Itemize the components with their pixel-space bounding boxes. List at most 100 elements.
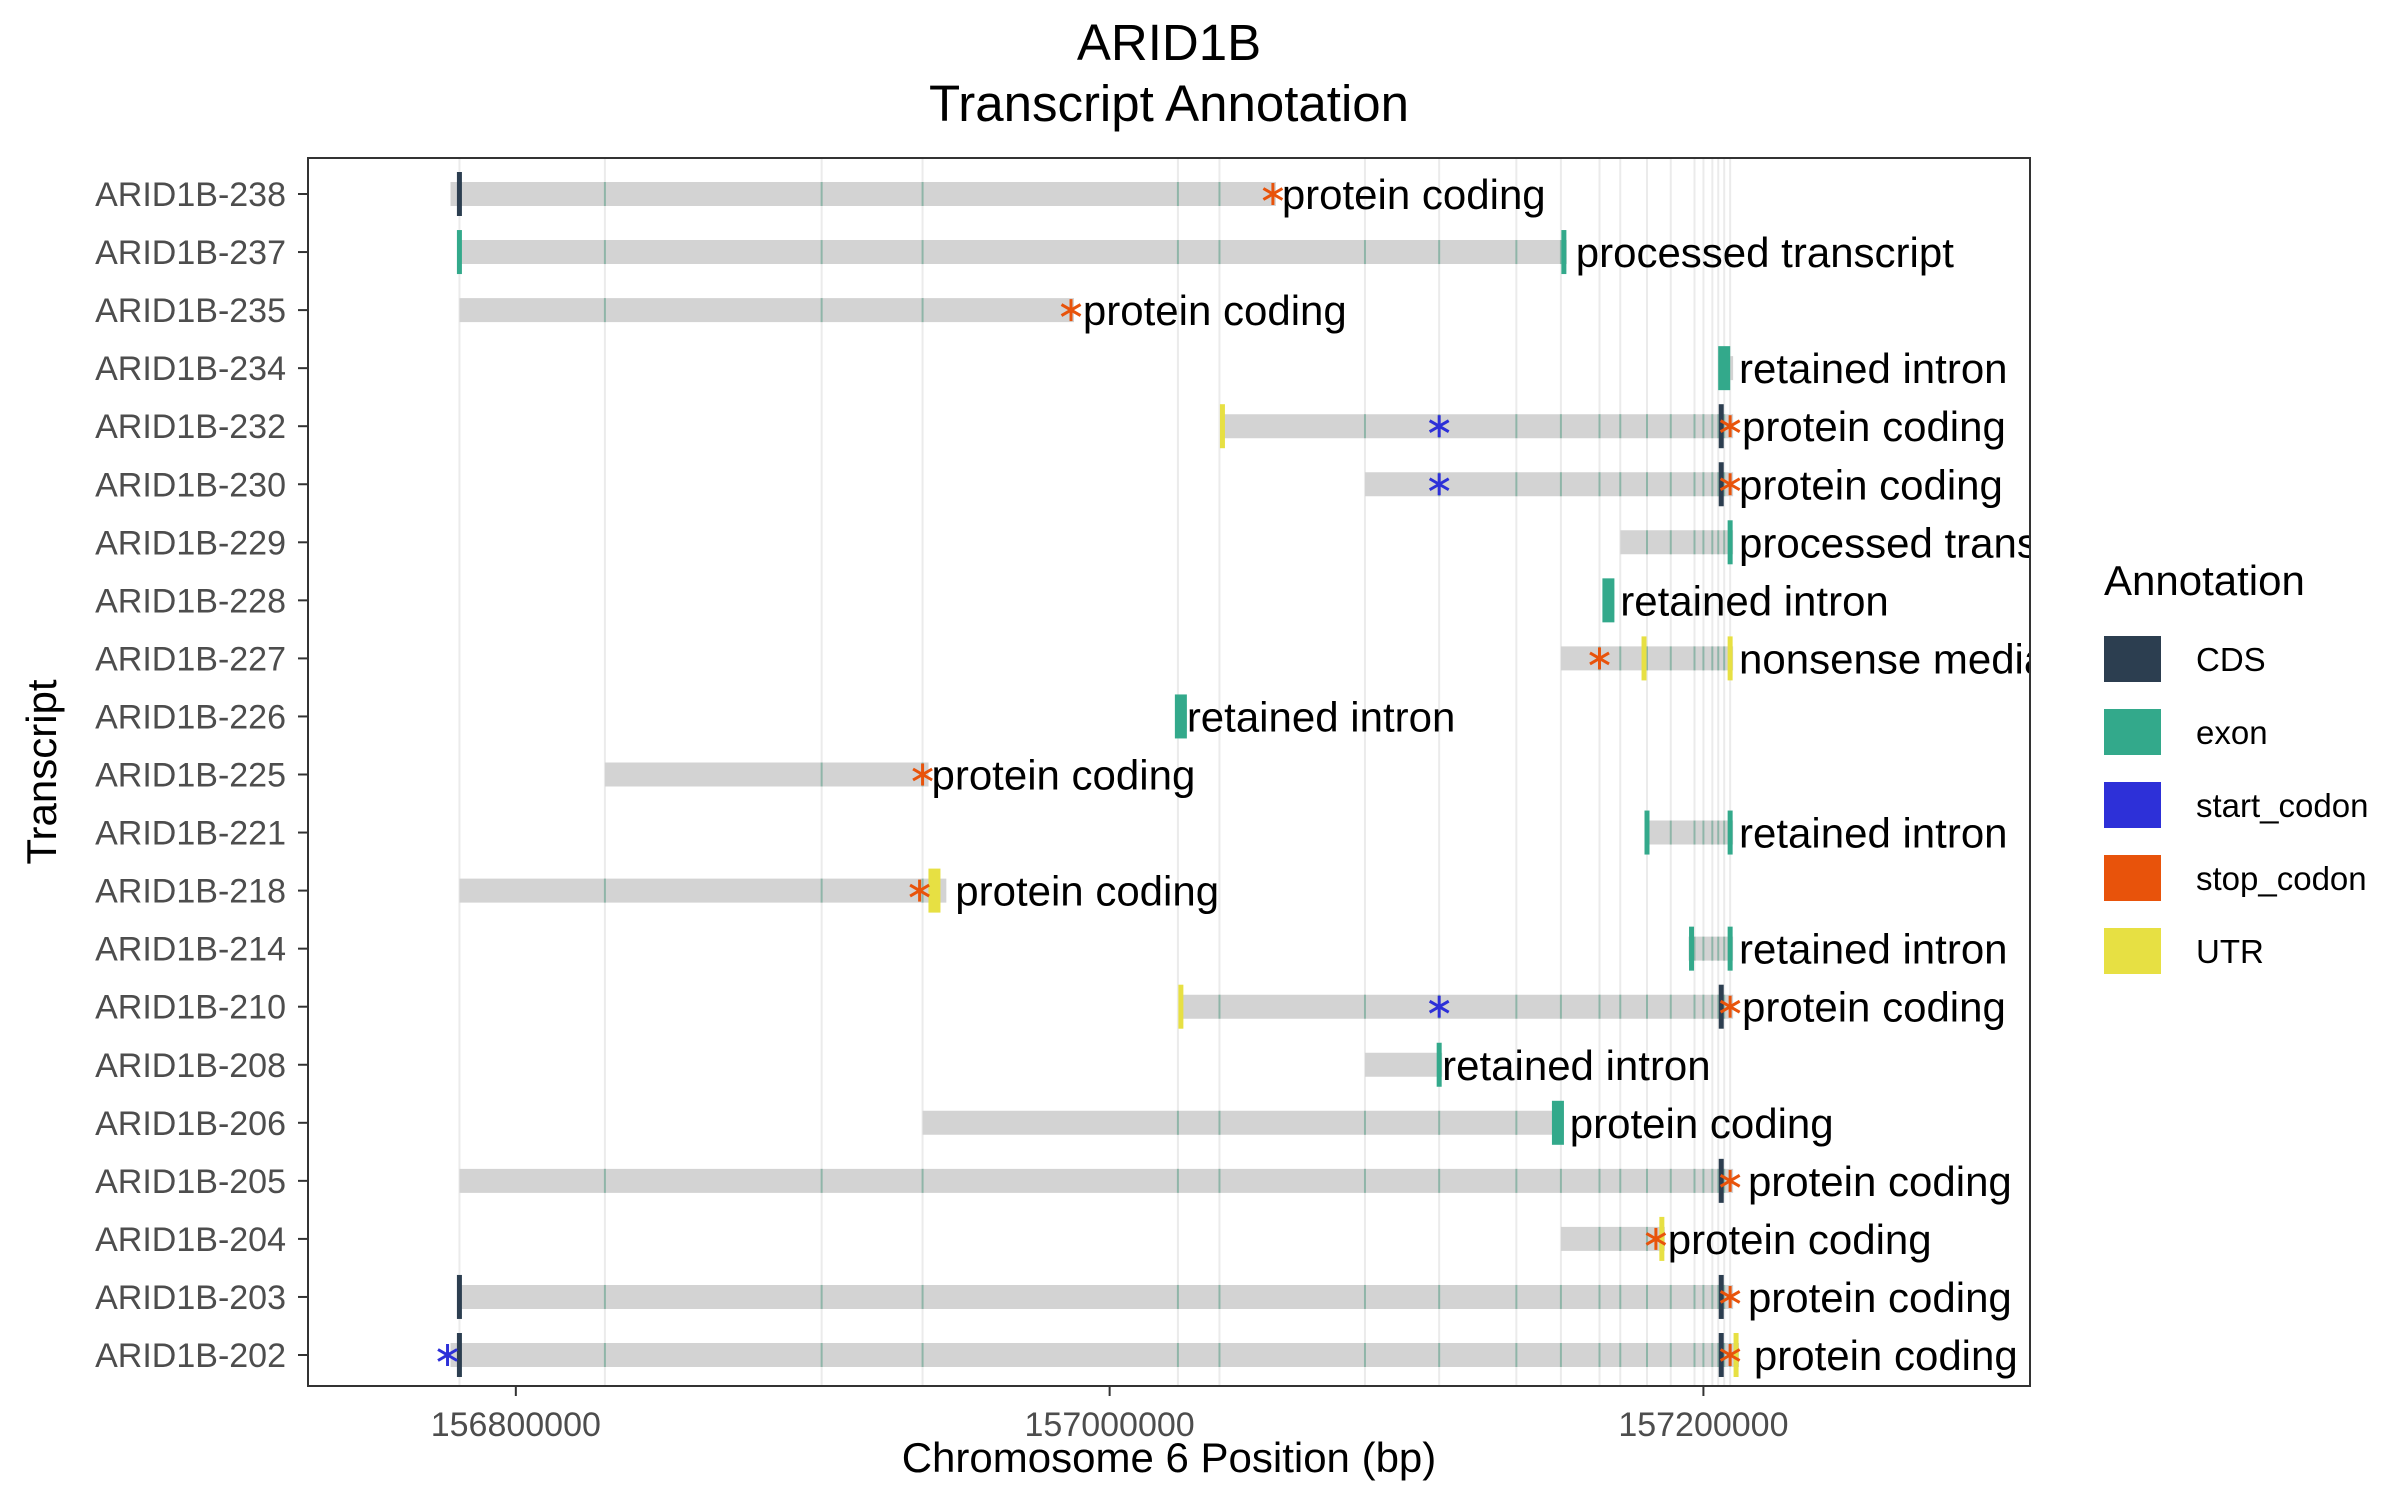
y-tick-label: ARID1B-230	[95, 466, 286, 504]
biotype-label: protein coding	[1754, 1332, 2018, 1379]
legend-key-exon	[2104, 709, 2161, 755]
start-codon-marker	[1428, 995, 1450, 1018]
y-tick-label: ARID1B-228	[95, 582, 286, 620]
utr-mark	[1219, 404, 1225, 449]
stop-codon-marker	[912, 763, 933, 786]
exon-mark	[1602, 578, 1615, 623]
transcript-row: retained intron	[1602, 577, 1889, 624]
transcript-row: protein coding	[1364, 461, 2003, 508]
legend-label-exon: exon	[2196, 714, 2268, 751]
marker-stroke	[1428, 999, 1450, 1014]
transcript-row: protein coding	[922, 1100, 1834, 1147]
exon-mark	[1174, 694, 1187, 739]
cds-mark	[1718, 404, 1724, 449]
legend-key-start_codon	[2104, 782, 2161, 828]
stop-codon-marker	[1262, 183, 1284, 205]
utr-mark	[1733, 1333, 1739, 1377]
legend: Annotation CDS exon start_codon stop_codon U…	[2104, 557, 2368, 974]
biotype-label: retained intron	[1187, 693, 1456, 740]
cds-mark	[456, 1333, 462, 1377]
x-axis-title: Chromosome 6 Position (bp)	[902, 1434, 1437, 1481]
marker-stroke	[1589, 651, 1610, 666]
marker-stroke	[1262, 187, 1284, 201]
stop-codon-marker	[1719, 1344, 1741, 1366]
stop-codon-marker	[1645, 1227, 1667, 1250]
transcript-row: protein coding	[1178, 984, 2006, 1031]
stop-codon-marker	[1719, 473, 1741, 496]
x-axis: 156800000 157000000 157200000	[431, 1386, 1789, 1444]
y-axis-title: Transcript	[18, 679, 65, 864]
biotype-label: protein coding	[1742, 984, 2006, 1031]
y-tick-label: ARID1B-234	[95, 350, 286, 388]
chart-title-line2: Transcript Annotation	[929, 75, 1409, 132]
cds-mark	[456, 172, 462, 216]
y-tick-label: ARID1B-204	[95, 1221, 286, 1259]
transcript-row: processed transcript	[456, 229, 1954, 276]
biotype-label: nonsense mediated decay	[1739, 635, 2229, 682]
y-tick-label: ARID1B-238	[95, 176, 286, 214]
legend-label-stop_codon: stop_codon	[2196, 860, 2367, 897]
stop-codon-marker	[1719, 415, 1741, 438]
cds-mark	[456, 1274, 462, 1319]
exon-mark	[456, 230, 462, 275]
transcript-row: nonsense mediated decay	[1560, 635, 2229, 682]
stop-codon-marker	[909, 879, 930, 902]
y-tick-label: ARID1B-229	[95, 524, 286, 562]
biotype-label: protein coding	[1668, 1216, 1932, 1263]
transcript-row: retained intron	[1718, 345, 2008, 392]
biotype-label: protein coding	[1083, 287, 1347, 334]
transcript-row: protein coding	[604, 752, 1195, 799]
stop-codon-marker	[1719, 1169, 1741, 1192]
stop-codon-marker	[1060, 299, 1082, 322]
transcript-row: processed transcript	[1620, 519, 2117, 566]
cds-mark	[1718, 984, 1724, 1029]
legend-key-UTR	[2104, 928, 2161, 974]
legend-label-start_codon: start_codon	[2196, 787, 2368, 824]
stop-codon-marker	[1719, 995, 1741, 1018]
legend-label-UTR: UTR	[2196, 933, 2264, 970]
exon-mark	[1561, 230, 1567, 275]
panel-border	[307, 157, 2031, 1387]
marker-stroke	[1719, 1290, 1741, 1304]
biotype-label: protein coding	[1742, 403, 2006, 450]
x-tick-label: 157000000	[1025, 1406, 1195, 1444]
exon-mark	[1644, 810, 1650, 855]
y-tick-label: ARID1B-205	[95, 1163, 286, 1201]
transcript-row: protein coding	[456, 1274, 2012, 1321]
y-tick-label: ARID1B-202	[95, 1337, 286, 1375]
y-tick-label: ARID1B-237	[95, 234, 286, 272]
transcript-row: retained intron	[1174, 693, 1456, 740]
exon-mark	[1551, 1100, 1564, 1145]
exon-mark	[1727, 520, 1733, 565]
transcript-row: protein coding	[459, 1158, 2012, 1205]
biotype-label: protein coding	[1748, 1158, 2012, 1205]
biotype-label: processed transcript	[1739, 519, 2117, 566]
stop-codon-marker	[1589, 647, 1610, 670]
legend-title: Annotation	[2104, 557, 2305, 604]
utr-mark	[1727, 636, 1733, 681]
y-tick-label: ARID1B-225	[95, 757, 286, 795]
exon-mark	[1727, 926, 1733, 971]
transcript-tracks: protein coding processed transcript protei…	[437, 171, 2229, 1379]
chart-title-line1: ARID1B	[1077, 14, 1261, 71]
marker-stroke	[912, 767, 933, 782]
marker-stroke	[1719, 999, 1741, 1014]
biotype-label: retained intron	[1620, 577, 1889, 624]
cds-mark	[1718, 1274, 1724, 1319]
marker-stroke	[1428, 419, 1450, 433]
y-axis: ARID1B-238 ARID1B-237 ARID1B-235 ARID1B-234…	[95, 176, 308, 1375]
y-tick-label: ARID1B-221	[95, 815, 286, 853]
start-codon-marker	[1428, 415, 1450, 438]
x-tick-label: 157200000	[1618, 1406, 1788, 1444]
utr-mark	[1641, 636, 1647, 681]
marker-stroke	[1428, 477, 1450, 492]
cds-mark	[1718, 1158, 1724, 1203]
marker-stroke	[1719, 419, 1741, 433]
marker-stroke	[1645, 1232, 1667, 1246]
biotype-label: processed transcript	[1576, 229, 1954, 276]
biotype-label: retained intron	[1739, 345, 2008, 392]
start-codon-marker	[1428, 473, 1450, 496]
y-tick-label: ARID1B-206	[95, 1105, 286, 1143]
